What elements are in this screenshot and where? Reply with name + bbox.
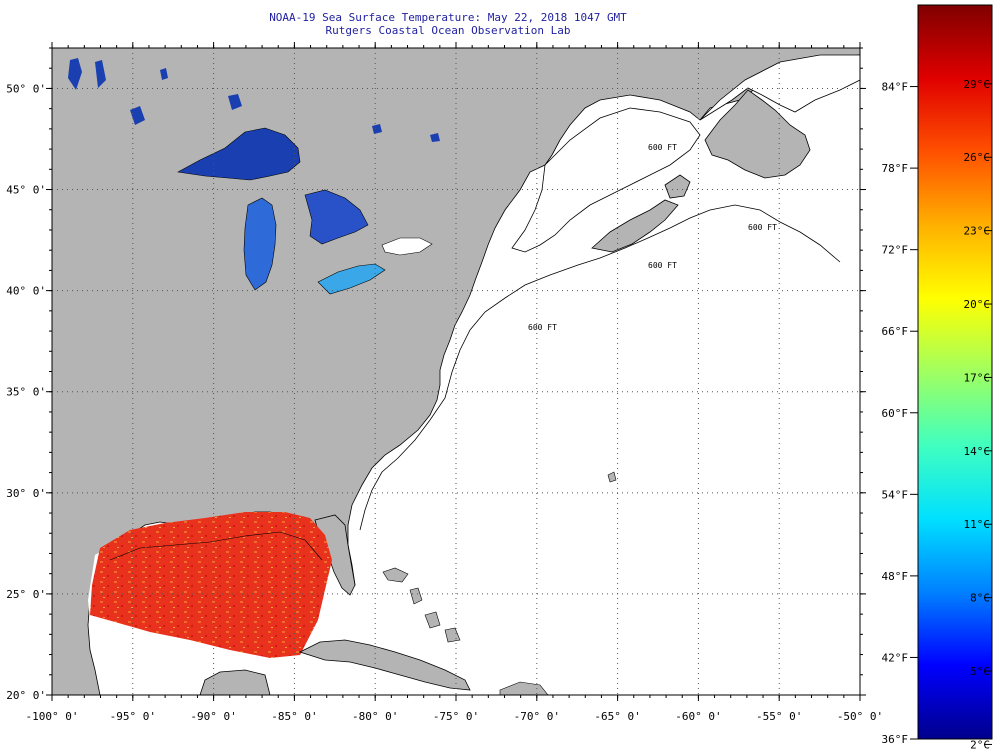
lake-superior bbox=[177, 127, 301, 181]
legend-f-label: 84°F bbox=[882, 81, 909, 94]
lat-tick-label: 50° 0' bbox=[6, 82, 46, 95]
lat-tick-label: 30° 0' bbox=[6, 487, 46, 500]
lon-tick-label: -50° 0' bbox=[837, 710, 883, 723]
lon-tick-label: -70° 0' bbox=[514, 710, 560, 723]
land-nova-scotia bbox=[591, 199, 679, 253]
shelf-contour bbox=[429, 204, 841, 421]
water-st-lawrence bbox=[511, 107, 701, 253]
gulf-sst-swath bbox=[90, 512, 332, 658]
legend-c-label: 23°C bbox=[964, 225, 991, 238]
lon-tick-label: -80° 0' bbox=[352, 710, 398, 723]
color-legend: 36°F 42°F 48°F 54°F 60°F 66°F 72°F 78°F 84°F 2°C… bbox=[882, 4, 993, 751]
lake-ontario bbox=[381, 237, 433, 256]
lat-tick-label: 20° 0' bbox=[6, 689, 46, 702]
legend-c-label: 14°C bbox=[964, 445, 991, 458]
lat-tick-label: 25° 0' bbox=[6, 588, 46, 601]
lake-michigan bbox=[243, 197, 277, 291]
land-yucatan bbox=[199, 669, 271, 695]
legend-f-label: 48°F bbox=[882, 570, 909, 583]
legend-f-label: 60°F bbox=[882, 407, 909, 420]
legend-colorbar bbox=[917, 4, 993, 740]
legend-fahrenheit-scale: 36°F 42°F 48°F 54°F 60°F 66°F 72°F 78°F 84°F bbox=[882, 81, 918, 746]
lake-huron bbox=[304, 189, 369, 245]
legend-f-label: 72°F bbox=[882, 244, 909, 257]
shelf-contour-gulf bbox=[109, 531, 323, 561]
legend-c-label: 11°C bbox=[964, 518, 991, 531]
legend-f-label: 54°F bbox=[882, 488, 909, 501]
legend-f-label: 78°F bbox=[882, 162, 909, 175]
land-hispaniola bbox=[499, 681, 549, 695]
lon-tick-label: -90° 0' bbox=[190, 710, 236, 723]
water-labrador bbox=[699, 54, 860, 121]
land-cay-islands bbox=[607, 471, 617, 483]
contour-label: 600 FT bbox=[648, 143, 677, 152]
legend-c-label: 2°C bbox=[970, 738, 990, 751]
lon-axis: -100° 0' -95° 0' -90° 0' -85° 0' -80° 0' -75°… bbox=[26, 42, 883, 723]
land-cuba bbox=[298, 639, 471, 691]
lat-tick-label: 35° 0' bbox=[6, 386, 46, 399]
land-cape-breton bbox=[664, 174, 691, 199]
lon-tick-label: -65° 0' bbox=[594, 710, 640, 723]
contour-label: 600 FT bbox=[648, 261, 677, 270]
land-bahamas bbox=[382, 567, 461, 643]
lon-tick-label: -95° 0' bbox=[110, 710, 156, 723]
legend-c-label: 17°C bbox=[964, 371, 991, 384]
map-title: NOAA-19 Sea Surface Temperature: May 22,… bbox=[269, 11, 627, 24]
map-subtitle: Rutgers Coastal Ocean Observation Lab bbox=[325, 24, 570, 37]
legend-c-label: 29°C bbox=[964, 78, 991, 91]
lon-tick-label: -75° 0' bbox=[433, 710, 479, 723]
legend-celsius-scale: 2°C 5°C 8°C 11°C 14°C 17°C 20°C 23°C 26°C 29°C bbox=[964, 78, 992, 751]
contour-label: 600 FT bbox=[748, 223, 777, 232]
legend-f-label: 36°F bbox=[882, 733, 909, 746]
contour-label: 600 FT bbox=[528, 323, 557, 332]
legend-f-label: 42°F bbox=[882, 651, 909, 664]
map-area: 600 FT 600 FT 600 FT 600 FT bbox=[52, 48, 860, 695]
lon-tick-label: -85° 0' bbox=[271, 710, 317, 723]
lon-tick-label: -100° 0' bbox=[26, 710, 79, 723]
lon-tick-label: -55° 0' bbox=[756, 710, 802, 723]
inland-lakes bbox=[68, 58, 440, 142]
legend-c-label: 8°C bbox=[970, 592, 990, 605]
legend-f-label: 66°F bbox=[882, 325, 909, 338]
legend-c-label: 20°C bbox=[964, 298, 991, 311]
lon-tick-label: -60° 0' bbox=[675, 710, 721, 723]
lake-erie bbox=[317, 263, 386, 295]
land-newfoundland bbox=[704, 89, 811, 179]
lat-axis: 20° 0' 25° 0' 30° 0' 35° 0' 40° 0' 45° 0' 50° … bbox=[6, 47, 866, 702]
great-lakes bbox=[177, 127, 433, 295]
lat-tick-label: 45° 0' bbox=[6, 184, 46, 197]
lat-tick-label: 40° 0' bbox=[6, 285, 46, 298]
legend-c-label: 26°C bbox=[964, 151, 991, 164]
legend-c-label: 5°C bbox=[970, 665, 990, 678]
shelf-contour-south bbox=[359, 419, 431, 531]
